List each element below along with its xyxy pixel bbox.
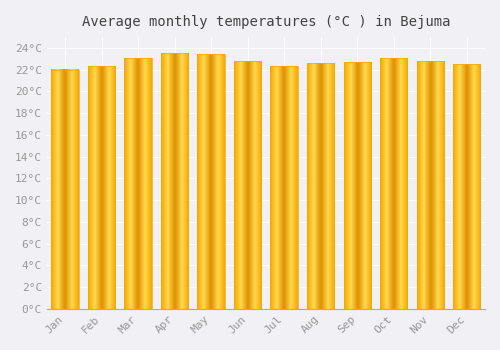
Bar [270, 66, 298, 309]
Bar [52, 70, 79, 309]
Bar [161, 54, 188, 309]
Bar [344, 62, 371, 309]
Bar [307, 63, 334, 309]
Bar [380, 58, 407, 309]
Title: Average monthly temperatures (°C ) in Bejuma: Average monthly temperatures (°C ) in Be… [82, 15, 450, 29]
Bar [453, 64, 480, 309]
Bar [124, 58, 152, 309]
Bar [88, 66, 116, 309]
Bar [198, 55, 225, 309]
Bar [416, 61, 444, 309]
Bar [234, 61, 262, 309]
